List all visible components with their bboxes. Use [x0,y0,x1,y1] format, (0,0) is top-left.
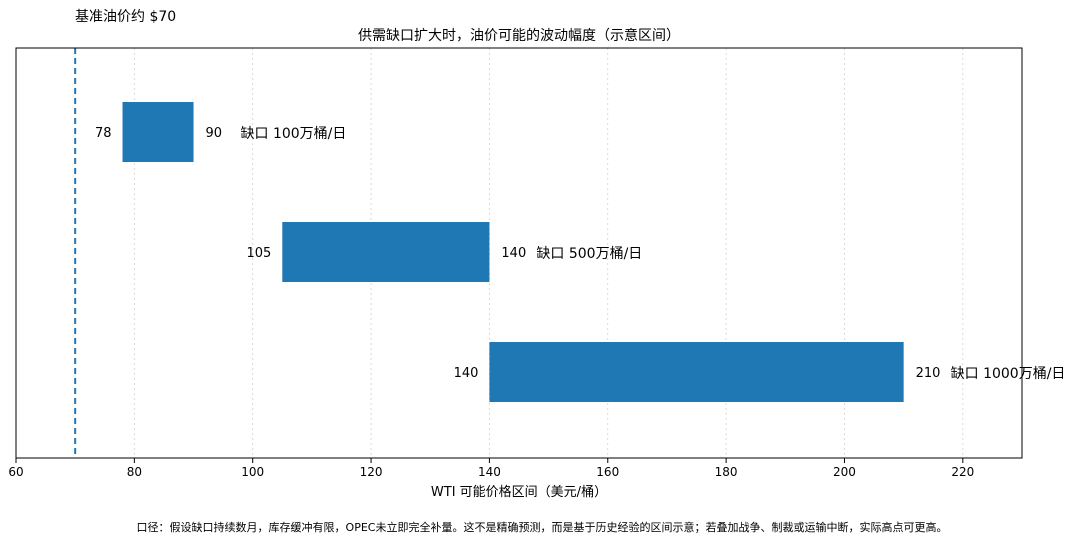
x-tick-label: 200 [833,465,856,479]
x-tick-label: 60 [8,465,23,479]
range-low-label: 105 [246,246,271,261]
data-labels: 78 90 缺口 100万桶/日 105 140 缺口 500万桶/日 140 210 缺口 1… [95,126,1065,382]
x-tick-label: 180 [715,465,738,479]
chart-title: 供需缺口扩大时，油价可能的波动幅度（示意区间） [358,27,680,44]
category-label: 缺口 1000万桶/日 [951,366,1066,382]
x-tick-label: 80 [127,465,142,479]
plot-frame [15,47,1023,459]
range-bar [282,222,490,282]
range-bar [489,342,904,402]
x-axis-ticks: 60 80 100 120 140 160 180 200 220 [8,458,974,479]
footnote: 口径：假设缺口持续数月，库存缓冲有限，OPEC未立即完全补量。这不是精确预测，而… [137,520,948,534]
range-bars [122,102,904,402]
baseline-label: 基准油价约 $70 [75,8,176,25]
x-tick-label: 160 [596,465,619,479]
x-tick-label: 140 [478,465,501,479]
range-low-label: 140 [454,366,479,381]
range-high-label: 90 [206,126,223,141]
range-low-label: 78 [95,126,112,141]
range-high-label: 210 [916,366,941,381]
category-label: 缺口 100万桶/日 [241,126,347,142]
x-tick-label: 220 [951,465,974,479]
x-tick-label: 100 [241,465,264,479]
x-tick-label: 120 [360,465,383,479]
category-label: 缺口 500万桶/日 [536,246,642,262]
range-high-label: 140 [501,246,526,261]
range-bar [122,102,194,162]
x-axis-label: WTI 可能价格区间（美元/桶） [431,484,607,500]
